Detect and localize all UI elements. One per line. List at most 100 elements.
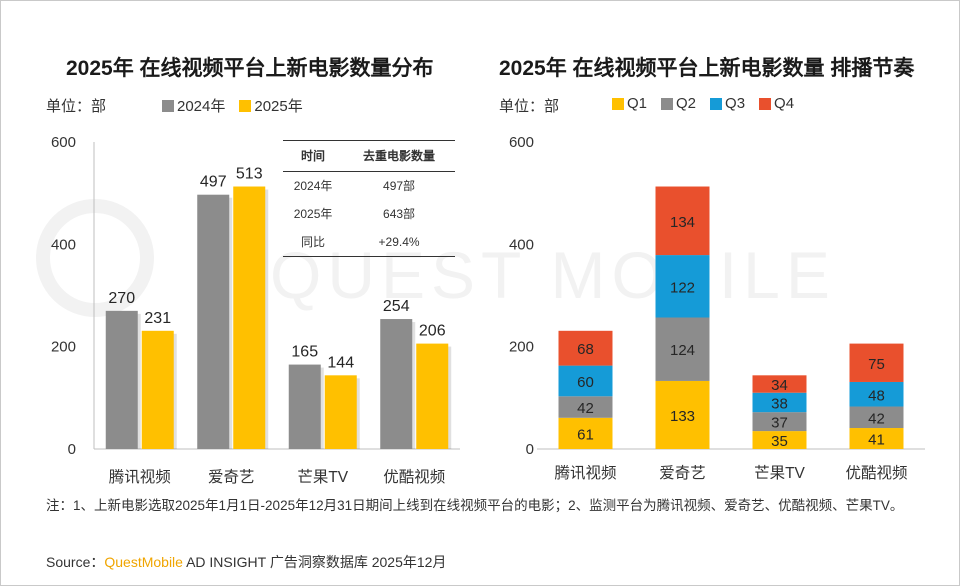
y-tick-label: 200 (509, 339, 534, 356)
x-tick-label: 芒果TV (297, 468, 348, 486)
legend-label-2024: 2024年 (177, 98, 226, 115)
left-chart-title: 2025年 在线视频平台上新电影数量分布 (66, 57, 434, 80)
data-label: 133 (670, 408, 695, 425)
segment-Q1 (752, 431, 807, 449)
legend-item-2025: 2025年 (239, 95, 303, 116)
data-label: 35 (771, 433, 788, 450)
data-label: 60 (577, 374, 594, 391)
data-label: 124 (670, 342, 695, 359)
y-tick-label: 400 (509, 236, 534, 253)
bar-2024年 (288, 364, 321, 449)
segment-Q4 (849, 343, 904, 382)
watermark-logo-icon (36, 199, 154, 317)
footnote: 注：1、上新电影选取2025年1月1日-2025年12月31日期间上线到在线视频… (46, 498, 904, 513)
bar-2025年 (324, 375, 357, 449)
data-label: 134 (670, 214, 695, 231)
data-label: 61 (577, 426, 594, 443)
y-tick-label: 400 (51, 236, 76, 253)
segment-Q1 (558, 417, 613, 449)
summary-header-time: 时间 (283, 140, 344, 172)
segment-Q4 (752, 375, 807, 393)
data-label: 270 (108, 290, 135, 307)
legend-swatch-q2 (661, 97, 674, 110)
summary-cell: 2025年 (293, 207, 333, 221)
x-tick-label: 腾讯视频 (554, 464, 616, 482)
data-label: 231 (144, 310, 171, 327)
legend-swatch-2024 (162, 99, 174, 112)
x-tick-label: 爱奇艺 (659, 464, 706, 482)
right-chart-title: 2025年 在线视频平台上新电影数量 排播节奏 (499, 57, 915, 80)
bar-2024年 (197, 194, 230, 449)
data-label: 165 (291, 344, 318, 361)
x-tick-label: 腾讯视频 (109, 468, 171, 486)
segment-Q3 (655, 255, 710, 318)
data-label: 34 (771, 377, 788, 394)
left-legend: 2024年 2025年 (162, 95, 317, 116)
segment-Q3 (752, 392, 807, 413)
legend-label-q3: Q3 (725, 95, 746, 112)
bar-2025年 (141, 330, 174, 449)
left-bar-chart: 0 200 400 600 270 231 腾讯视频 497 513 爱奇艺 165 144 芒果TV 2… (51, 134, 460, 486)
data-label: 42 (868, 410, 885, 427)
legend-label-2025: 2025年 (254, 98, 303, 115)
legend-label-q1: Q1 (627, 95, 648, 112)
bar-2024年 (380, 319, 413, 449)
legend-item-q3: Q3 (710, 95, 745, 112)
segment-Q2 (849, 406, 904, 429)
segment-Q4 (655, 186, 710, 256)
right-stacked-chart: 020040060061426068腾讯视频133124122134爱奇艺353… (509, 134, 925, 482)
legend-swatch-q3 (710, 97, 723, 110)
data-label: 42 (577, 400, 594, 417)
data-label: 254 (383, 298, 410, 315)
summary-table: 时间 去重电影数量 2024年 497部 2025年 643部 同比 +29.4… (283, 140, 455, 257)
legend-item-2024: 2024年 (162, 95, 225, 116)
summary-cell: +29.4% (343, 228, 455, 257)
source-brand: QuestMobile (104, 554, 183, 570)
right-unit-label: 单位：部 (499, 98, 560, 115)
legend-swatch-q4 (759, 97, 772, 110)
data-label: 68 (577, 341, 594, 358)
data-label: 144 (327, 354, 354, 371)
y-tick-label: 0 (68, 441, 76, 458)
legend-swatch-2025 (239, 99, 252, 112)
data-label: 37 (771, 415, 788, 432)
y-tick-label: 600 (509, 134, 534, 151)
y-tick-label: 600 (51, 134, 76, 151)
x-tick-label: 芒果TV (754, 464, 805, 482)
data-label: 513 (236, 166, 263, 183)
summary-header-count: 去重电影数量 (343, 140, 455, 172)
table-row: 2025年 643部 (283, 200, 455, 228)
data-label: 38 (771, 395, 788, 412)
data-label: 41 (868, 432, 885, 449)
legend-label-q4: Q4 (774, 95, 795, 112)
summary-cell: 497部 (383, 179, 416, 193)
summary-cell: 同比 (283, 228, 344, 257)
data-label: 48 (868, 387, 885, 404)
segment-Q2 (655, 317, 710, 381)
x-tick-label: 优酷视频 (845, 464, 907, 482)
data-label: 75 (868, 356, 885, 373)
legend-item-q4: Q4 (759, 95, 794, 112)
source-label: Source： (46, 554, 105, 570)
bar-2025年 (416, 343, 449, 449)
legend-item-q2: Q2 (661, 95, 696, 112)
summary-cell: 2024年 (293, 179, 333, 193)
segment-Q1 (655, 380, 710, 449)
y-tick-label: 200 (51, 339, 76, 356)
legend-item-q1: Q1 (612, 95, 647, 112)
table-row: 同比 +29.4% (283, 228, 455, 257)
x-tick-label: 爱奇艺 (208, 468, 255, 486)
source-rest: AD INSIGHT 广告洞察数据库 2025年12月 (182, 554, 447, 570)
segment-Q3 (558, 365, 613, 397)
legend-swatch-q1 (612, 97, 624, 110)
right-legend: Q1 Q2 Q3 Q4 (612, 95, 808, 112)
x-tick-label: 优酷视频 (383, 468, 445, 486)
bar-2025年 (233, 186, 266, 449)
segment-Q3 (849, 381, 904, 407)
segment-Q4 (558, 330, 613, 366)
data-label: 497 (200, 174, 227, 191)
bar-2024年 (105, 310, 138, 449)
legend-label-q2: Q2 (676, 95, 697, 112)
segment-Q2 (558, 396, 613, 418)
